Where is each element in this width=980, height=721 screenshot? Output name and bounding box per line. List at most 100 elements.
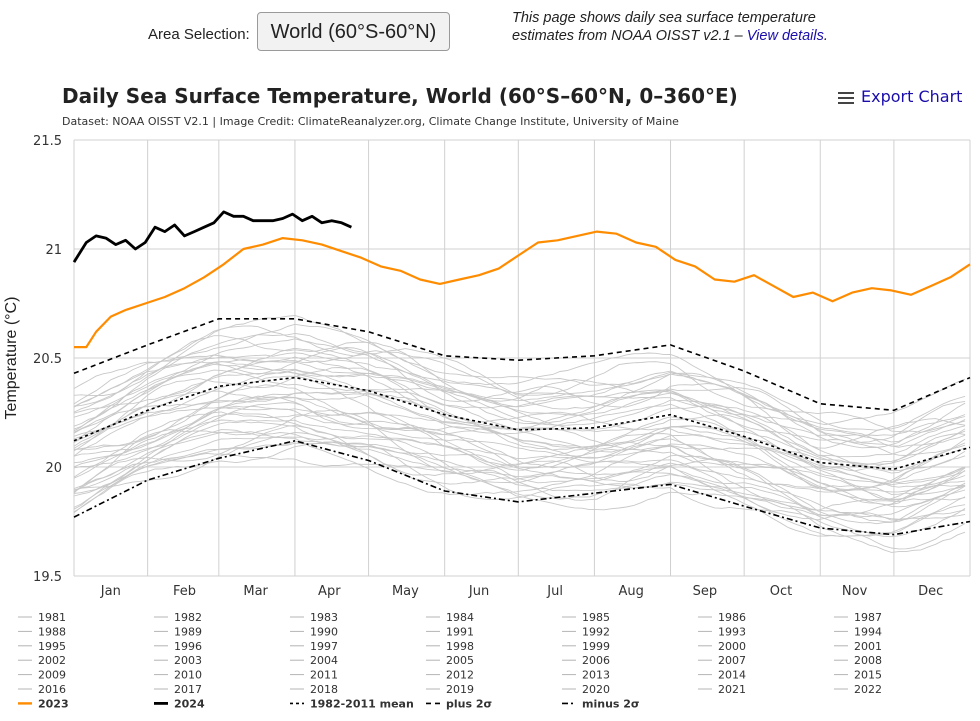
page-description: This page shows daily sea surface temper…: [512, 9, 862, 45]
series-2024-line: [72, 210, 352, 263]
legend-item[interactable]: 1989: [174, 625, 202, 638]
x-tick-label: Feb: [173, 584, 196, 599]
legend-item[interactable]: 1982-2011 mean: [310, 697, 414, 710]
x-tick-label: Dec: [918, 584, 943, 599]
legend-item[interactable]: 2002: [38, 654, 66, 667]
legend-item[interactable]: 1993: [718, 625, 746, 638]
legend-item[interactable]: 1981: [38, 611, 66, 624]
x-tick-label: Sep: [693, 584, 718, 599]
historic-year-line: [73, 441, 966, 550]
legend-item[interactable]: 2000: [718, 640, 746, 653]
historic-year-line: [73, 391, 966, 486]
legend-item[interactable]: 2020: [582, 683, 610, 696]
menu-icon: [838, 89, 854, 107]
legend-item[interactable]: minus 2σ: [582, 697, 640, 710]
legend-item[interactable]: 2017: [174, 683, 202, 696]
legend-item[interactable]: 2022: [854, 683, 882, 696]
legend-item[interactable]: 2019: [446, 683, 474, 696]
historic-year-line: [73, 323, 966, 431]
legend-item[interactable]: 1982: [174, 611, 202, 624]
legend-item[interactable]: 1985: [582, 611, 610, 624]
x-tick-label: Apr: [318, 584, 341, 599]
x-tick-label: Nov: [842, 584, 868, 599]
y-tick-label: 19.5: [33, 570, 62, 585]
historic-year-line: [73, 411, 966, 508]
legend-item[interactable]: 2010: [174, 669, 202, 682]
legend-item[interactable]: 1995: [38, 640, 66, 653]
legend-item[interactable]: 1986: [718, 611, 746, 624]
historic-year-line: [73, 405, 966, 506]
legend-item[interactable]: 2013: [582, 669, 610, 682]
y-axis-label: Temperature (°C): [3, 297, 20, 420]
historic-series: [73, 315, 966, 553]
minus-2sigma-line: [73, 439, 971, 536]
historic-year-line: [73, 440, 966, 521]
legend-item[interactable]: 2003: [174, 654, 202, 667]
x-tick-label: Jun: [468, 584, 489, 599]
legend-item[interactable]: 1990: [310, 625, 338, 638]
legend-item[interactable]: 2005: [446, 654, 474, 667]
legend-item[interactable]: 1988: [38, 625, 66, 638]
legend: 1981 1982 1983 1984 1985 1986 1987 1988 1989 1990…: [18, 611, 882, 710]
historic-year-line: [73, 367, 966, 472]
historic-year-line: [73, 347, 966, 449]
legend-item[interactable]: 2021: [718, 683, 746, 696]
historic-year-line: [73, 332, 966, 443]
x-tick-label: Jul: [546, 584, 563, 599]
chart-subtitle: Dataset: NOAA OISST V2.1 | Image Credit:…: [62, 115, 679, 128]
legend-item[interactable]: 2018: [310, 683, 338, 696]
historic-year-line: [73, 338, 966, 447]
legend-item[interactable]: 1992: [582, 625, 610, 638]
export-chart-button[interactable]: Export Chart: [838, 87, 962, 107]
chart-title: Daily Sea Surface Temperature, World (60…: [62, 84, 738, 108]
y-tick-label: 20: [45, 461, 62, 476]
historic-year-line: [73, 452, 966, 553]
historic-year-line: [73, 436, 966, 537]
axes: 19.5 20 20.5 21 21.5 Jan Feb Mar Apr May Jun Jul Aug…: [3, 134, 943, 599]
legend-item[interactable]: 2006: [582, 654, 610, 667]
legend-item[interactable]: 2024: [174, 697, 205, 710]
legend-item[interactable]: plus 2σ: [446, 697, 492, 710]
historic-year-line: [73, 390, 966, 484]
historic-year-line: [73, 358, 966, 458]
legend-item[interactable]: 1996: [174, 640, 202, 653]
legend-item[interactable]: 2001: [854, 640, 882, 653]
legend-item[interactable]: 2009: [38, 669, 66, 682]
legend-item[interactable]: 2011: [310, 669, 338, 682]
legend-item[interactable]: 2016: [38, 683, 66, 696]
legend-item[interactable]: 1994: [854, 625, 882, 638]
historic-year-line: [73, 371, 966, 485]
historic-year-line: [73, 325, 966, 433]
legend-item[interactable]: 1983: [310, 611, 338, 624]
series-2023-line: [74, 230, 971, 349]
export-chart-label: Export Chart: [861, 87, 963, 106]
legend-item[interactable]: 2004: [310, 654, 338, 667]
view-details-link[interactable]: View details: [746, 28, 824, 44]
description-end: .: [823, 28, 828, 44]
y-tick-label: 20.5: [33, 352, 62, 367]
legend-item[interactable]: 2023: [38, 697, 69, 710]
historic-year-line: [73, 390, 966, 491]
legend-item[interactable]: 2014: [718, 669, 746, 682]
legend-item[interactable]: 1999: [582, 640, 610, 653]
historic-year-line: [73, 419, 966, 493]
legend-item[interactable]: 1997: [310, 640, 338, 653]
y-tick-label: 21: [45, 243, 62, 258]
legend-item[interactable]: 1991: [446, 625, 474, 638]
historic-year-line: [73, 350, 966, 449]
description-text: This page shows daily sea surface temper…: [512, 10, 816, 44]
area-selection-dropdown[interactable]: World (60°S-60°N): [257, 12, 450, 51]
legend-item[interactable]: 2007: [718, 654, 746, 667]
legend-item[interactable]: 1987: [854, 611, 882, 624]
x-tick-label: Jan: [100, 584, 121, 599]
legend-item[interactable]: 2008: [854, 654, 882, 667]
legend-item[interactable]: 1984: [446, 611, 474, 624]
historic-year-line: [73, 429, 966, 523]
legend-item[interactable]: 1998: [446, 640, 474, 653]
plus-2sigma-line: [73, 317, 971, 412]
legend-item[interactable]: 2015: [854, 669, 882, 682]
x-tick-label: Oct: [770, 584, 792, 599]
historic-year-line: [73, 442, 966, 537]
climatology-series: [73, 317, 971, 536]
legend-item[interactable]: 2012: [446, 669, 474, 682]
